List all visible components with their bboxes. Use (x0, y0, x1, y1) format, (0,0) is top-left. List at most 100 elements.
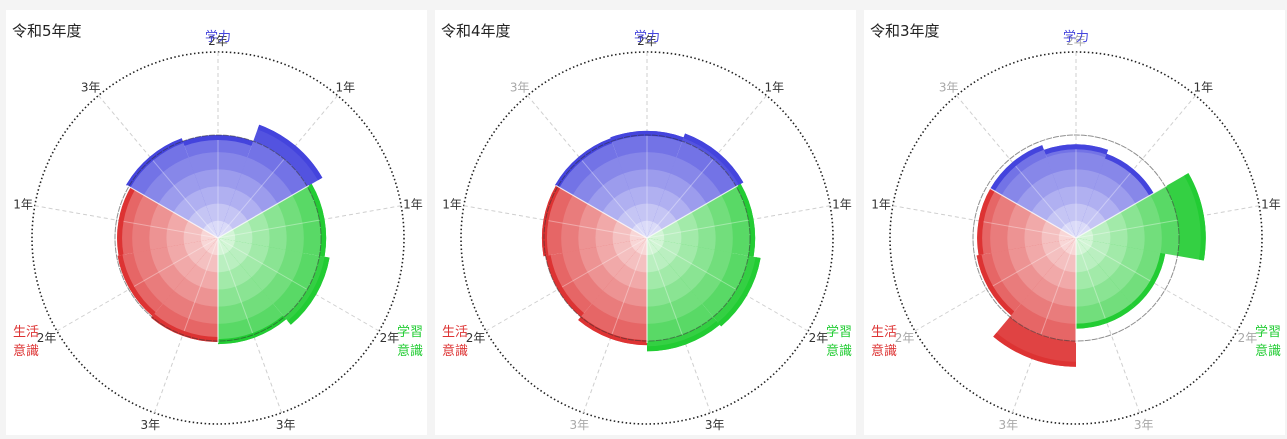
tick-label: 3年 (705, 418, 725, 432)
sector-edge (257, 124, 323, 181)
tick-label: 2年 (895, 331, 915, 345)
sector-life-7 (545, 237, 648, 317)
sector-spoke (1075, 169, 1134, 239)
tick-label: 1年 (832, 198, 852, 212)
category-label-life: 意識 (442, 343, 468, 359)
sector-spoke (646, 237, 683, 335)
chart-panel-reiwa3: 2年 1年 1年 2年 3年 3年 2年 1年 3年 学力 学習 意識 生活 意識 令和3年度 (864, 10, 1285, 435)
sector-life-6 (578, 237, 648, 346)
category-label-learning: 意識 (826, 343, 852, 359)
sector-edge (647, 320, 720, 352)
sector-ring (206, 238, 218, 256)
sector-ring (635, 238, 647, 256)
sector-ring (218, 221, 233, 238)
tick-label: 3年 (998, 418, 1018, 432)
sector-learning-4 (646, 237, 761, 327)
sector-ring (212, 220, 224, 238)
group-divider (646, 184, 739, 239)
tick-label: 1年 (1261, 198, 1281, 212)
sector-edge (117, 254, 156, 317)
chart-panel-reiwa4: 2年 1年 1年 2年 3年 3年 2年 1年 3年 学力 学習 意識 生活 意識 令和4年度 (435, 10, 856, 435)
sector-learning-3 (646, 183, 756, 257)
sector-ring (629, 229, 647, 241)
group-divider (984, 184, 1077, 239)
tick-label: 1年 (403, 198, 423, 212)
sector-academic-1 (610, 130, 684, 238)
sector-ring (1064, 238, 1076, 256)
sector-spoke (1040, 237, 1077, 335)
tick-label: 2年 (1238, 331, 1258, 345)
sector-life-8 (977, 188, 1077, 256)
sector-learning-3 (217, 183, 327, 257)
category-label-life: 生活 (13, 325, 39, 340)
sector-ring (641, 220, 653, 238)
sector-edge (117, 187, 135, 256)
sector-excess (253, 124, 323, 187)
sector-edge (977, 188, 995, 256)
tick-label: 2年 (1066, 34, 1086, 48)
category-label-learning: 学習 (397, 324, 423, 340)
tick-label: 1年 (442, 198, 462, 212)
sector-excess (682, 133, 744, 187)
chart-title: 令和5年度 (12, 22, 82, 40)
sector-edge (151, 313, 218, 343)
sector-life-6 (151, 237, 219, 343)
sector-academic-0 (990, 145, 1077, 239)
chart-panel-reiwa5: 2年 1年 1年 2年 3年 3年 2年 1年 3年 学力 学習 意識 生活 意識 令和5年度 (6, 10, 427, 435)
category-label-academic: 学力 (1063, 29, 1089, 45)
sector-edge (976, 254, 1015, 316)
category-label-learning: 学習 (826, 324, 852, 340)
sector-edge (287, 256, 330, 325)
sector-edge (717, 257, 761, 327)
sector-edge (1131, 252, 1166, 308)
sector-edge (541, 185, 561, 257)
sector-ring (1070, 220, 1082, 238)
sector-spoke (217, 237, 254, 335)
tick-label: 3年 (939, 80, 959, 94)
tick-label: 2年 (208, 34, 228, 48)
sector-ring (1076, 238, 1093, 252)
sector-learning-4 (217, 237, 330, 325)
sector-academic-2 (217, 124, 323, 239)
sector-spoke (1012, 161, 1077, 239)
sector-life-7 (976, 237, 1077, 316)
sector-spoke (1075, 237, 1155, 284)
tick-label: 3年 (569, 418, 589, 432)
tick-label: 3年 (276, 418, 296, 432)
tick-label: 2年 (466, 331, 486, 345)
sector-life-8 (541, 185, 648, 257)
sector-edge (683, 133, 744, 185)
tick-label: 3年 (81, 80, 101, 94)
sector-edge (182, 134, 254, 146)
category-label-life: 意識 (13, 343, 39, 359)
sector-spoke (217, 219, 320, 239)
sector-spoke (988, 237, 1077, 289)
tick-label: 2年 (37, 331, 57, 345)
sector-edge (1043, 144, 1109, 155)
sector-ring (647, 229, 665, 241)
category-label-learning: 意識 (1255, 343, 1281, 359)
sector-edge (610, 130, 684, 143)
category-label-life: 生活 (442, 325, 468, 340)
sector-edge (1104, 153, 1154, 196)
sector-ring (203, 221, 218, 238)
sector-ring (630, 238, 647, 252)
sector-ring (647, 238, 659, 256)
sector-spoke (129, 237, 219, 290)
tick-label: 2年 (637, 34, 657, 48)
sector-spoke (611, 237, 648, 335)
sector-ring (1076, 238, 1088, 256)
tick-label: 1年 (871, 198, 891, 212)
sector-life-6 (993, 237, 1077, 367)
category-label-academic: 学力 (634, 29, 660, 45)
sector-academic-2 (646, 133, 744, 239)
sector-spoke (646, 237, 737, 290)
sector-excess (647, 316, 720, 352)
tick-label: 1年 (764, 80, 784, 94)
sector-ring (200, 229, 218, 241)
sector-academic-1 (182, 134, 254, 238)
